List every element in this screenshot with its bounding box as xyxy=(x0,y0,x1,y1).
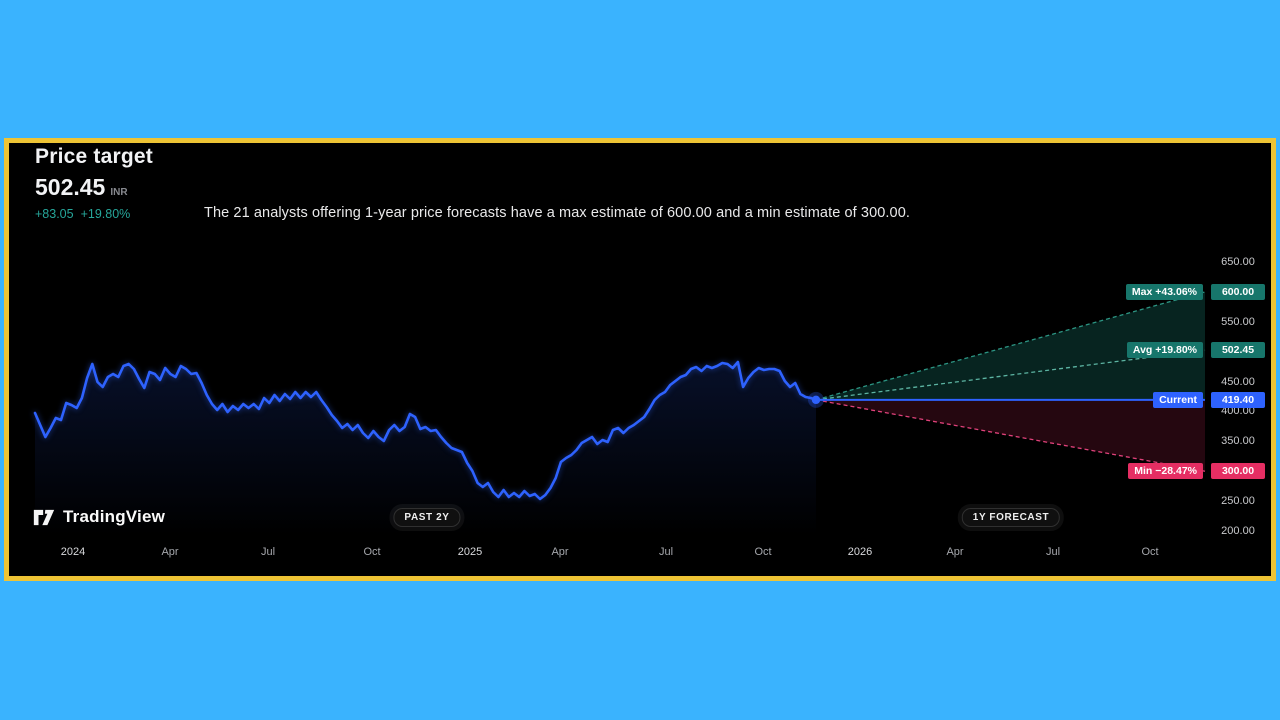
x-axis-tick: Apr xyxy=(551,546,569,558)
tradingview-logo-text: TradingView xyxy=(63,507,166,526)
avg-target-label: Avg +19.80% xyxy=(1126,342,1203,359)
y-axis-tick: 200.00 xyxy=(1221,525,1255,537)
price-chart[interactable] xyxy=(9,143,1271,576)
current-value: 419.40 xyxy=(1211,391,1265,408)
x-axis-tick: Apr xyxy=(161,546,179,558)
x-axis-tick: Jul xyxy=(658,546,674,558)
change-percent: +19.80% xyxy=(80,207,131,221)
change-absolute: +83.05 xyxy=(35,207,74,221)
widget-body: 650.00 550.00 450.00 400.00 350.00 250.00 200.… xyxy=(9,143,1271,576)
forecast-1y-badge: 1Y FORECAST xyxy=(961,508,1061,527)
x-axis-tick: Jul xyxy=(1045,546,1061,558)
max-target-value: 600.00 xyxy=(1211,283,1265,300)
y-axis-tick: 650.00 xyxy=(1221,256,1255,268)
price-target-widget: 650.00 550.00 450.00 400.00 350.00 250.00 200.… xyxy=(4,138,1276,581)
current-price-value: 502.45 xyxy=(35,174,106,200)
max-target-label: Max +43.06% xyxy=(1125,283,1203,300)
x-axis-tick: Oct xyxy=(754,546,772,558)
avg-target-value: 502.45 xyxy=(1211,342,1265,359)
currency-label: INR xyxy=(110,187,128,198)
current-label: Current xyxy=(1153,391,1203,408)
price-history-line xyxy=(33,360,818,501)
avg-forecast-line xyxy=(815,349,1206,401)
past-2y-badge: PAST 2Y xyxy=(393,508,461,527)
x-axis-tick: Oct xyxy=(363,546,381,558)
min-target-value: 300.00 xyxy=(1211,463,1265,480)
history-area-fill xyxy=(35,362,816,535)
tradingview-logo-icon xyxy=(33,508,55,527)
page-title: Price target xyxy=(35,145,153,168)
x-axis-tick: Jul xyxy=(260,546,276,558)
y-axis-tick: 250.00 xyxy=(1221,495,1255,508)
min-target-label: Min −28.47% xyxy=(1128,463,1203,480)
max-forecast-line xyxy=(815,291,1206,401)
x-axis-tick: Apr xyxy=(946,546,964,558)
analyst-summary-text: The 21 analysts offering 1-year price fo… xyxy=(204,205,911,221)
current-point-marker xyxy=(811,395,821,405)
x-axis-tick: Oct xyxy=(1141,546,1159,558)
x-axis-tick: 2026 xyxy=(847,546,873,558)
price-change: +83.05 +19.80% xyxy=(35,207,137,221)
y-axis-tick: 400.00 xyxy=(1221,405,1255,418)
x-axis-tick: 2025 xyxy=(457,546,483,558)
y-axis-tick: 450.00 xyxy=(1221,375,1255,388)
price-row: 502.45 INR xyxy=(35,174,128,201)
y-axis-tick: 550.00 xyxy=(1221,315,1255,328)
y-axis-tick: 350.00 xyxy=(1221,435,1255,448)
x-axis-tick: 2024 xyxy=(60,546,86,558)
tradingview-logo[interactable]: TradingView xyxy=(33,507,165,527)
min-forecast-line xyxy=(815,399,1206,472)
